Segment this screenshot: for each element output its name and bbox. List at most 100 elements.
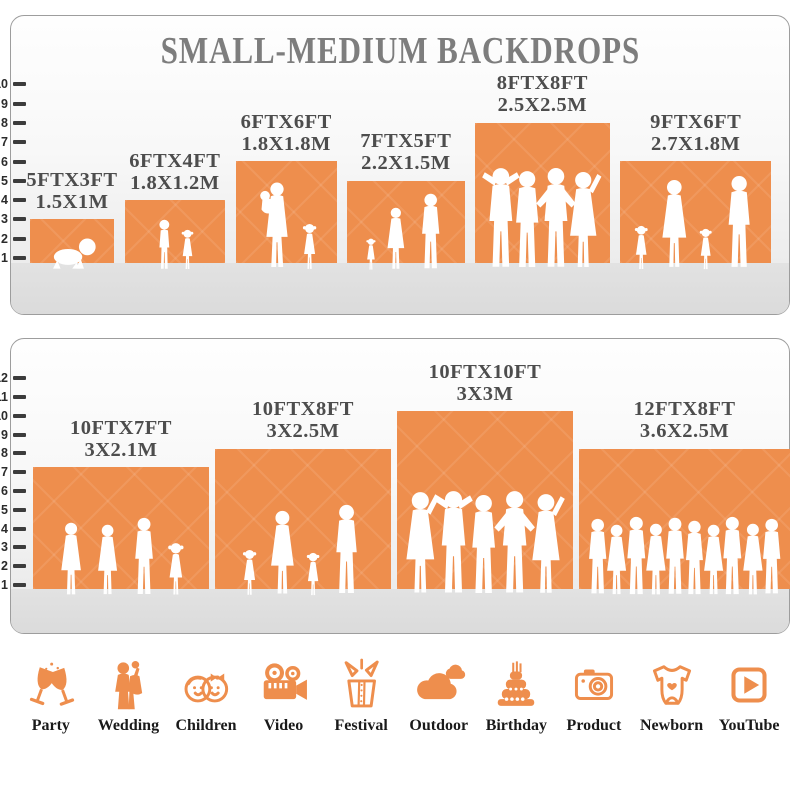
- silhouette-man: [679, 520, 710, 597]
- ruler-number: 4: [1, 521, 8, 536]
- ruler-tick: [13, 82, 26, 87]
- ruler-tick: [13, 583, 26, 587]
- category-newborn: Newborn: [633, 652, 711, 735]
- ruler-tick: [13, 198, 26, 203]
- bar-size-m: 3X3M: [456, 382, 514, 405]
- panel-small-medium: SMALL-MEDIUM BACKDROPS 1 2 3 4 5 6 7 8 9 10 5FTX3…: [0, 15, 790, 315]
- party-icon: [24, 652, 78, 712]
- ruler-number: 2: [1, 559, 8, 574]
- silhouette-girl: [633, 225, 650, 271]
- silhouette-girl: [365, 238, 377, 271]
- bar-size-label: 8FTX8FT 2.5X2.5M: [497, 72, 588, 116]
- silhouette-woman: [699, 524, 728, 597]
- silhouette-woman: [93, 524, 122, 597]
- bar-size-label: 12FTX8FT 3.6X2.5M: [634, 398, 736, 442]
- silhouette-woman: [656, 179, 693, 271]
- backdrop-bar-12ftx8ft: [579, 448, 791, 595]
- ruler-tick: [13, 564, 26, 569]
- silhouette-girl: [166, 542, 186, 597]
- category-label: Festival: [334, 717, 388, 734]
- ruler-tick: [13, 236, 26, 241]
- category-label: YouTube: [718, 717, 780, 734]
- silhouette-baby-crawling: [43, 236, 102, 271]
- bar-size-label: 6FTX6FT 1.8X1.8M: [241, 111, 332, 155]
- bar-size-m: 3.6X2.5M: [639, 420, 730, 443]
- bar-size-m: 2.7X1.8M: [650, 133, 741, 156]
- ruler-number: 2: [1, 231, 8, 246]
- category-birthday: Birthday: [478, 652, 556, 735]
- silhouette-group: [475, 167, 609, 271]
- ruler-tick: [13, 489, 26, 493]
- panel-large: 123456789101112 10FTX7FT3X2.1M10FTX8FT3X…: [0, 338, 791, 634]
- ruler-tick: [13, 376, 26, 381]
- silhouette-woman: [383, 207, 409, 271]
- bar-size-ft: 10FTX10FT: [428, 360, 542, 383]
- newborn-icon: [645, 652, 699, 712]
- ruler-number: 12: [0, 371, 8, 386]
- outdoor-icon: [412, 652, 466, 712]
- ruler-number: 5: [1, 173, 8, 188]
- backdrop-bar-6ftx4ft: [124, 199, 226, 270]
- backdrop-bar-9ftx6ft: [620, 161, 772, 270]
- category-label: Children: [175, 717, 237, 734]
- silhouette-woman: [602, 524, 631, 597]
- silhouette-group: [215, 504, 391, 597]
- bar-size-m: 3X2.5M: [266, 420, 340, 443]
- silhouette-man: [756, 518, 787, 597]
- bar-size-label: 6FTX4FT 1.8X1.2M: [129, 150, 220, 194]
- category-bar: Party Wedding Children Video Festival Outdoor…: [12, 652, 788, 735]
- ruler-tick: [13, 217, 26, 222]
- silhouette-man: [716, 516, 749, 597]
- backdrop-bars-bottom: 10FTX7FT 3X2.1M 10FTX8FT 3X2.5M 10FTX10FT 3X3…: [11, 339, 791, 633]
- silhouette-girl: [180, 229, 195, 271]
- ruler-tick: [13, 178, 26, 183]
- silhouette-man: [463, 494, 504, 597]
- silhouette-man: [582, 518, 613, 597]
- backdrop-bar-7ftx5ft: [347, 180, 465, 270]
- silhouette-woman-arm-up: [526, 492, 570, 597]
- bar-size-m: 1.8X1.2M: [130, 171, 220, 194]
- product-icon: [567, 652, 621, 712]
- bar-size-ft: 10FTX8FT: [252, 398, 354, 421]
- silhouette-man-arms-up: [430, 490, 477, 597]
- ruler-tick: [13, 413, 26, 418]
- backdrop-bar-10ftx10ft: [397, 411, 573, 593]
- silhouette-girl: [301, 223, 318, 271]
- ruler-number: 1: [1, 251, 8, 265]
- ruler-number: 8: [1, 446, 8, 461]
- bar-size-ft: 5FTX3FT: [26, 168, 118, 191]
- silhouette-group: [236, 182, 337, 271]
- ruler-tick: [13, 120, 26, 125]
- silhouette-man-hands-on-hips: [531, 167, 581, 271]
- silhouette-woman: [641, 523, 671, 597]
- ruler-number: 7: [1, 135, 8, 150]
- silhouette-man: [415, 193, 446, 271]
- floor-strip: [11, 589, 789, 633]
- ruler-tick: [13, 470, 26, 475]
- category-label: Wedding: [97, 717, 160, 734]
- birthday-icon: [489, 652, 543, 712]
- silhouette-group: [347, 193, 465, 271]
- category-label: Newborn: [639, 717, 704, 734]
- silhouette-man: [620, 516, 653, 597]
- category-party: Party: [12, 652, 90, 735]
- ruler-tick: [13, 451, 26, 456]
- silhouette-man: [507, 170, 547, 271]
- silhouette-group: [579, 516, 790, 597]
- silhouette-man: [720, 175, 758, 271]
- ruler-tick: [13, 432, 26, 437]
- backdrop-bar-10ftx7ft: [33, 467, 209, 595]
- silhouette-man: [328, 504, 365, 597]
- category-label: Product: [566, 717, 622, 734]
- bar-size-label: 10FTX8FT 3X2.5M: [252, 398, 354, 442]
- silhouette-girl: [241, 549, 258, 597]
- ruler-number: 6: [1, 484, 8, 498]
- category-youtube: YouTube: [710, 652, 788, 735]
- ruler-number: 3: [1, 540, 8, 555]
- ruler-number: 11: [0, 390, 8, 404]
- page-title-text: SMALL-MEDIUM BACKDROPS: [160, 30, 640, 72]
- wedding-icon: [101, 652, 155, 712]
- bar-size-label: 5FTX3FT 1.5X1M: [26, 169, 117, 213]
- silhouette-group: [125, 219, 226, 271]
